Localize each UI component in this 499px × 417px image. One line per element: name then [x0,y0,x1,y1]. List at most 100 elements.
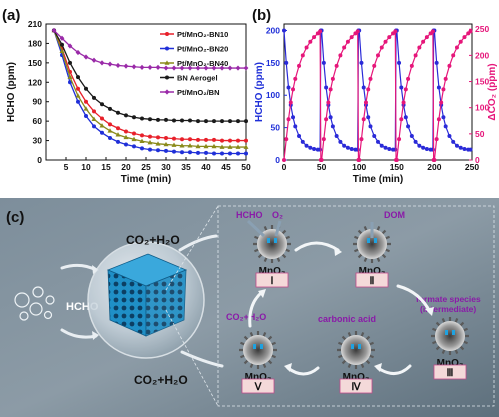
x-tick-label: 15 [101,162,111,172]
data-point [212,119,216,124]
data-point [403,115,408,120]
data-point [430,147,435,152]
x-axis-label: Time (min) [353,174,403,185]
y-tick-label: 60 [33,116,43,126]
data-point [451,139,456,144]
data-point [180,137,184,142]
bn-aerogel-cube [106,253,188,337]
y-axis-label: HCHO (ppm) [254,62,265,122]
data-point [244,119,248,124]
data-point [156,117,160,122]
data-point [219,65,225,71]
data-point [179,65,185,71]
data-point [67,43,73,49]
data-point [188,150,192,155]
data-point [286,85,291,90]
step-notes: HCHO O₂ DOM formate species(intermediate) ca… [226,210,481,324]
data-point [284,60,289,65]
data-point [51,27,57,34]
data-point [286,117,291,122]
data-point [368,124,373,129]
note-step-5: CO₂+H₂O [226,312,266,322]
data-point [172,118,176,123]
data-point [123,134,129,140]
data-point [300,53,305,58]
data-point [447,63,452,68]
data-point [441,115,446,120]
data-point [243,65,249,71]
data-point [108,135,112,140]
data-point [359,137,364,142]
x-tick-label: 150 [390,162,404,172]
data-point [123,63,129,69]
data-point [328,87,333,92]
data-point [334,63,339,68]
x-tick-label: 50 [241,162,251,172]
data-point [376,139,380,144]
data-point [308,39,313,44]
data-point [140,146,144,151]
x-tick-label: 200 [427,162,441,172]
data-point [228,138,232,143]
data-point [318,147,323,152]
data-point [308,145,313,150]
data-point [291,87,296,92]
data-point [220,138,224,143]
data-point [409,134,414,139]
data-point [131,64,137,70]
note-step-3b: (intermediate) [420,304,476,314]
data-point [334,134,339,139]
data-point [393,147,398,152]
series-4 [51,27,249,71]
data-point [156,148,160,153]
chart-b-frame [283,23,473,161]
data-point [171,142,177,147]
y-tick-label: 50 [271,123,281,133]
data-point [361,117,366,122]
data-point [147,139,153,145]
data-point [462,146,467,151]
data-point [212,137,216,142]
data-point [204,150,208,155]
data-point [140,133,144,138]
data-point [164,117,168,122]
data-point [155,64,161,70]
data-point [318,29,323,34]
data-point [451,53,456,58]
legend-marker [165,46,169,51]
step-catalyst-label: MnO₂ [245,372,272,383]
legend-entry: Pt/MnO₂/BN [177,88,220,97]
data-point [424,35,429,40]
data-point [421,145,426,150]
data-point [68,60,72,65]
y-tick-label: 0 [275,155,280,165]
x-tick-label: 100 [352,162,366,172]
data-point [211,143,217,149]
x-tick-label: 20 [121,162,131,172]
mno2-particle-icon [243,335,273,365]
data-point [439,100,444,105]
data-point [379,143,384,148]
data-point [355,147,360,152]
data-point [324,117,329,122]
y-axis-label: HCHO (ppm) [6,62,17,122]
data-point [326,100,331,105]
data-point [75,93,81,98]
data-point [171,65,177,71]
data-point [76,86,80,91]
data-point [282,158,286,162]
note-step-3a: formate species [416,294,481,304]
data-point [468,147,473,152]
mno2-particle-icon [357,229,387,259]
data-point [421,39,426,44]
data-point [195,143,201,149]
step-numeral: Ⅳ [351,382,361,393]
data-point [349,35,354,40]
data-point [328,115,333,120]
data-point [148,134,152,139]
data-point [413,139,418,144]
data-point [399,85,404,90]
